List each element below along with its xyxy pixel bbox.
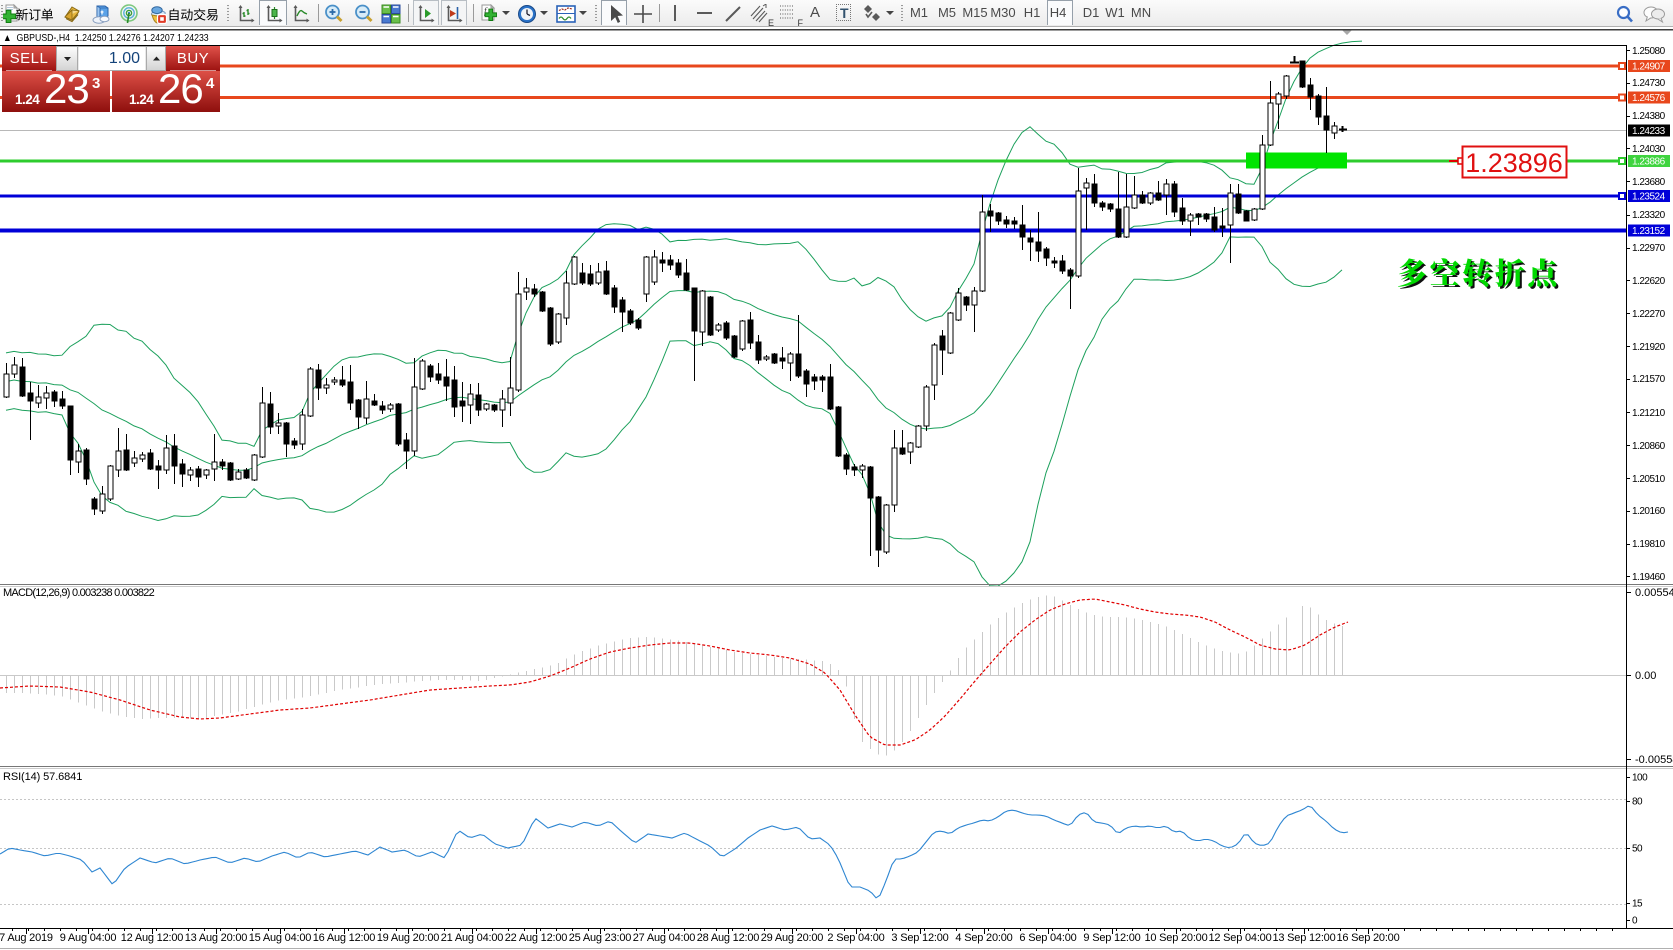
- svg-text:1.23680: 1.23680: [1632, 177, 1666, 188]
- svg-text:9 Sep 12:00: 9 Sep 12:00: [1083, 932, 1140, 944]
- svg-text:0.00: 0.00: [1635, 670, 1656, 682]
- svg-text:80: 80: [1632, 797, 1643, 808]
- svg-text:RSI(14) 57.6841: RSI(14) 57.6841: [3, 771, 82, 783]
- svg-text:1.20160: 1.20160: [1632, 506, 1666, 517]
- svg-text:1.25080: 1.25080: [1632, 46, 1666, 57]
- svg-text:10 Sep 20:00: 10 Sep 20:00: [1144, 932, 1207, 944]
- svg-text:9 Aug 04:00: 9 Aug 04:00: [60, 932, 117, 944]
- svg-text:1.19810: 1.19810: [1632, 539, 1666, 550]
- svg-text:-0.005583: -0.005583: [1635, 754, 1673, 766]
- svg-text:1.23152: 1.23152: [1632, 226, 1666, 237]
- svg-text:1.22270: 1.22270: [1632, 309, 1666, 320]
- svg-text:25 Aug 23:00: 25 Aug 23:00: [569, 932, 632, 944]
- svg-text:3 Sep 12:00: 3 Sep 12:00: [891, 932, 948, 944]
- svg-text:1.22970: 1.22970: [1632, 243, 1666, 254]
- svg-text:2 Sep 04:00: 2 Sep 04:00: [827, 932, 884, 944]
- svg-text:1.20510: 1.20510: [1632, 474, 1666, 485]
- svg-text:1.24380: 1.24380: [1632, 111, 1666, 122]
- svg-text:1.23524: 1.23524: [1632, 192, 1666, 203]
- svg-text:f: f: [484, 6, 488, 16]
- svg-text:13 Sep 12:00: 13 Sep 12:00: [1272, 932, 1335, 944]
- svg-text:13 Aug 20:00: 13 Aug 20:00: [185, 932, 248, 944]
- svg-text:1.20860: 1.20860: [1632, 441, 1666, 452]
- svg-text:12 Aug 12:00: 12 Aug 12:00: [121, 932, 184, 944]
- svg-text:22 Aug 12:00: 22 Aug 12:00: [505, 932, 568, 944]
- svg-text:1.19460: 1.19460: [1632, 572, 1666, 583]
- svg-text:1.23320: 1.23320: [1632, 210, 1666, 221]
- svg-text:15 Aug 04:00: 15 Aug 04:00: [249, 932, 312, 944]
- svg-text:15: 15: [1632, 899, 1643, 910]
- svg-text:1.24907: 1.24907: [1632, 62, 1666, 73]
- svg-text:1.24030: 1.24030: [1632, 144, 1666, 155]
- svg-text:100: 100: [1632, 773, 1648, 784]
- svg-text:MACD(12,26,9) 0.003238 0.00382: MACD(12,26,9) 0.003238 0.003822: [3, 587, 155, 599]
- svg-text:1.21920: 1.21920: [1632, 342, 1666, 353]
- svg-text:1.23886: 1.23886: [1632, 157, 1666, 168]
- svg-text:21 Aug 04:00: 21 Aug 04:00: [441, 932, 504, 944]
- svg-text:29 Aug 20:00: 29 Aug 20:00: [761, 932, 824, 944]
- svg-text:19 Aug 20:00: 19 Aug 20:00: [377, 932, 440, 944]
- svg-text:0: 0: [1632, 916, 1638, 927]
- svg-text:6 Sep 04:00: 6 Sep 04:00: [1019, 932, 1076, 944]
- svg-text:1.23896: 1.23896: [1465, 148, 1563, 178]
- svg-text:12 Sep 04:00: 12 Sep 04:00: [1208, 932, 1271, 944]
- svg-text:28 Aug 12:00: 28 Aug 12:00: [697, 932, 760, 944]
- svg-text:1.24233: 1.24233: [1632, 126, 1666, 137]
- svg-text:1.21570: 1.21570: [1632, 374, 1666, 385]
- svg-text:27 Aug 04:00: 27 Aug 04:00: [633, 932, 696, 944]
- svg-text:1.24730: 1.24730: [1632, 78, 1666, 89]
- svg-text:1.21210: 1.21210: [1632, 408, 1666, 419]
- svg-text:0.005543: 0.005543: [1635, 587, 1673, 599]
- svg-text:16 Sep 20:00: 16 Sep 20:00: [1336, 932, 1399, 944]
- svg-text:16 Aug 12:00: 16 Aug 12:00: [313, 932, 376, 944]
- svg-text:7 Aug 2019: 7 Aug 2019: [0, 932, 53, 944]
- svg-text:50: 50: [1632, 844, 1643, 855]
- svg-text:1.24576: 1.24576: [1632, 93, 1666, 104]
- svg-text:1.22620: 1.22620: [1632, 276, 1666, 287]
- svg-text:4 Sep 20:00: 4 Sep 20:00: [955, 932, 1012, 944]
